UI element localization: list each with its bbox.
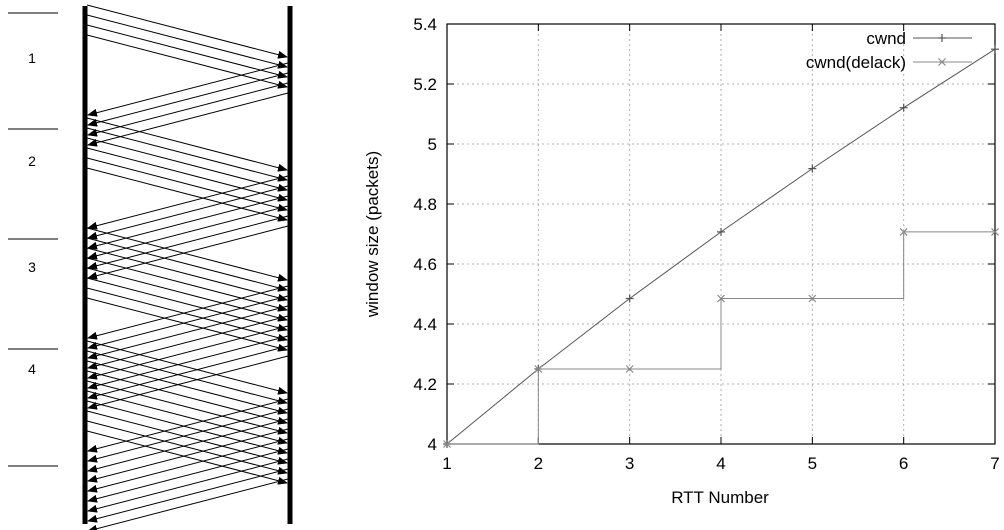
data-packet-arrow [86,287,288,342]
data-packet-arrow [86,430,288,485]
data-packet-arrow [86,237,288,292]
y-tick-label: 4.8 [413,195,437,214]
data-packet-arrow [86,297,288,352]
data-packet-arrow [86,350,288,405]
x-tick-label: 7 [990,454,999,473]
ack-arrow [87,408,289,463]
ack-arrow [87,295,289,350]
ack-arrow [87,418,289,473]
x-tick-label: 1 [442,454,451,473]
data-packet-arrow [86,117,288,172]
data-packet-arrow [86,267,288,322]
data-packet-arrow [86,340,288,395]
data-point-cwnd(delack) [717,294,725,303]
x-tick-label: 2 [534,454,543,473]
data-packet-arrow [86,277,288,332]
cwnd-line-chart: 4 4.2 4.4 4.6 4.8 5 5.2 5.4 1 2 3 4 5 6 7 RTT Number w… [363,15,1000,507]
ack-arrow [87,62,289,117]
rtt-label-1: 1 [28,50,36,66]
ack-arrow [87,428,289,483]
y-axis-label: window size (packets) [363,151,382,318]
ack-arrow [87,335,289,390]
rtt-sequence-diagram: 1 2 3 4 [8,4,293,530]
x-tick-label: 4 [716,454,725,473]
ack-arrow [87,215,289,270]
ack-arrow [87,175,289,230]
y-tick-label: 5.4 [413,15,437,34]
ack-arrow [87,458,289,513]
ack-arrow [87,285,289,340]
ack-arrow [87,478,289,530]
data-packet-arrow [86,14,288,69]
x-tick-label: 5 [808,454,817,473]
data-point-cwnd(delack) [443,440,451,448]
data-packet-arrow [86,247,288,302]
ack-arrow [87,355,289,410]
x-axis-label: RTT Number [671,488,769,507]
data-packet-arrow [86,157,288,212]
x-tick-label: 3 [625,454,634,473]
ack-arrow [87,92,289,147]
legend-marker [938,58,946,66]
data-packet-arrow [86,137,288,192]
legend-label-cwnd: cwnd [866,29,906,48]
data-point-cwnd(delack) [808,294,817,303]
ack-arrow [87,448,289,503]
x-tick-label: 6 [899,454,908,473]
data-packet-arrow [86,390,288,445]
ack-arrow [87,185,289,240]
series-line-cwnd(delack) [447,231,995,445]
rtt-label-4: 4 [28,361,36,377]
ack-arrow [87,398,289,453]
ack-arrow [87,345,289,400]
ack-arrow [87,82,289,137]
data-packet-arrow [86,167,288,222]
data-packet-arrow [86,380,288,435]
series-lines [443,45,999,448]
ack-arrow [87,325,289,380]
data-packet-arrow [86,147,288,202]
ack-arrow [87,468,289,523]
y-tick-label: 4 [428,435,437,454]
legend: cwnd cwnd(delack) [806,29,972,72]
ack-arrow [87,225,289,280]
data-packet-arrow [86,400,288,455]
rtt-label-3: 3 [28,259,36,275]
grid [447,24,995,444]
data-packet-arrow [86,420,288,475]
data-packet-arrow [86,4,288,59]
y-tick-label: 4.2 [413,375,437,394]
ack-arrow [87,195,289,250]
data-point-cwnd(delack) [991,227,999,236]
data-packet-arrow [86,34,288,89]
ack-arrow [87,205,289,260]
data-packet-arrow [86,227,288,282]
rtt-label-2: 2 [28,153,36,169]
data-packet-arrow [86,24,288,79]
ack-arrow [87,305,289,360]
data-packet-arrow [86,127,288,182]
legend-label-cwnd(delack): cwnd(delack) [806,53,906,72]
ack-arrow [87,315,289,370]
y-tick-label: 5.2 [413,75,437,94]
data-point-cwnd(delack) [625,365,634,373]
data-packet-arrow [86,360,288,415]
plot-frame [446,23,996,445]
data-packet-arrow [86,257,288,312]
ack-arrow [87,438,289,493]
y-tick-label: 5 [428,135,437,154]
data-point-cwnd(delack) [899,227,908,236]
ack-arrow [87,72,289,127]
y-tick-label: 4.6 [413,255,437,274]
y-tick-label: 4.4 [413,315,437,334]
data-packet-arrow [86,410,288,465]
axis-ticks: 4 4.2 4.4 4.6 4.8 5 5.2 5.4 1 2 3 4 5 6 7 [413,15,999,473]
data-point-cwnd(delack) [534,365,543,373]
data-packet-arrow [86,370,288,425]
